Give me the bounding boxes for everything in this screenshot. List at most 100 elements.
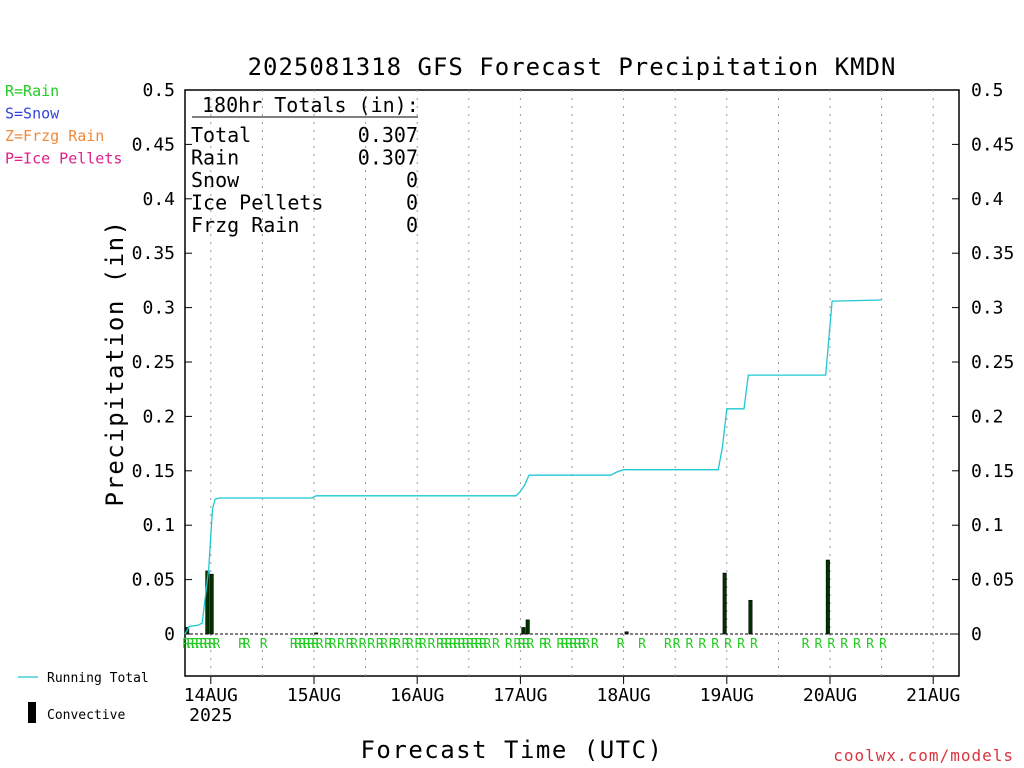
totals-row-label: Rain — [191, 146, 239, 170]
rain-marker: R — [561, 637, 569, 652]
y-tick-label-right: 0.05 — [971, 570, 1014, 591]
totals-row-label: Frzg Rain — [191, 213, 299, 237]
ptype-legend: R=Rain S=Snow Z=Frzg Rain P=Ice Pellets — [5, 82, 122, 168]
rain-marker: R — [294, 637, 302, 652]
totals-row-value: 0 — [406, 191, 418, 215]
totals-row-label: Total — [191, 123, 251, 147]
y-tick-label-right: 0.1 — [971, 515, 1004, 536]
legend-running-total-label: Running Total — [47, 671, 149, 686]
totals-row-label: Snow — [191, 168, 240, 192]
rain-marker: R — [260, 637, 268, 652]
totals-heading: 180hr Totals (in): — [202, 93, 419, 117]
rain-marker: R — [419, 637, 427, 652]
y-tick-label-right: 0.3 — [971, 298, 1004, 319]
rain-marker: R — [853, 637, 861, 652]
totals-row-value: 0.307 — [358, 146, 418, 170]
rain-marker: R — [208, 637, 216, 652]
y-tick-label-left: 0.15 — [132, 461, 175, 482]
y-tick-label-left: 0 — [164, 624, 175, 645]
y-tick-label-right: 0.5 — [971, 80, 1004, 101]
chart-title: 2025081318 GFS Forecast Precipitation KM… — [248, 53, 897, 81]
rain-marker: R — [569, 637, 577, 652]
rain-marker: R — [200, 637, 208, 652]
rain-marker: R — [866, 637, 874, 652]
rain-marker: R — [393, 637, 401, 652]
rain-marker: R — [307, 637, 315, 652]
rain-marker: R — [238, 637, 246, 652]
legend-convective-label: Convective — [47, 708, 125, 723]
rain-marker: R — [879, 637, 887, 652]
y-tick-label-right: 0.4 — [971, 189, 1004, 210]
convective-bar — [722, 572, 727, 635]
ptype-legend-item: R=Rain — [5, 82, 59, 100]
rain-marker: R — [311, 637, 319, 652]
x-tick-label: 20AUG — [803, 685, 857, 706]
gridlines — [210, 90, 934, 676]
y-tick-label-left: 0.25 — [132, 352, 175, 373]
totals-row-label: Ice Pellets — [191, 191, 323, 215]
ptype-legend-item: S=Snow — [5, 105, 60, 123]
rain-marker: R — [453, 637, 461, 652]
rain-marker: R — [827, 637, 835, 652]
rain-marker: R — [544, 637, 552, 652]
y-tick-label-left: 0.45 — [132, 134, 175, 155]
rain-marker: R — [458, 637, 466, 652]
y-tick-label-left: 0.4 — [142, 189, 175, 210]
rain-marker: R — [298, 637, 306, 652]
y-tick-label-right: 0 — [971, 624, 982, 645]
rain-marker: R — [346, 637, 354, 652]
rain-marker: R — [724, 637, 732, 652]
rain-marker: R — [513, 637, 521, 652]
x-tick-label: 18AUG — [597, 685, 651, 706]
ptype-legend-item: Z=Frzg Rain — [5, 127, 104, 145]
rain-marker: R — [840, 637, 848, 652]
rain-marker: R — [470, 637, 478, 652]
plot-frame — [184, 89, 960, 677]
rain-marker: R — [479, 637, 487, 652]
x-tick-label: 14AUG — [184, 685, 238, 706]
rain-marker: R — [522, 637, 530, 652]
y-axis-ticks: 0 00.05 0.050.1 0.10.15 0.150.2 0.20.25 0.250.… — [132, 80, 1015, 645]
rain-marker: R — [565, 637, 573, 652]
totals-row-value: 0 — [406, 168, 418, 192]
rain-marker: R — [750, 637, 758, 652]
convective-bar — [825, 559, 830, 635]
convective-bar — [748, 599, 753, 635]
ptype-legend-item: P=Ice Pellets — [5, 150, 122, 168]
rain-marker: R — [483, 637, 491, 652]
rain-marker: R — [578, 637, 586, 652]
rain-marker: R — [204, 637, 212, 652]
y-tick-label-left: 0.5 — [142, 80, 175, 101]
rain-marker: R — [380, 637, 388, 652]
rain-marker: R — [617, 637, 625, 652]
rain-marker: R — [492, 637, 500, 652]
rain-marker: R — [539, 637, 547, 652]
bottom-legend: Running Total Convective — [18, 671, 149, 723]
rain-marker: R — [337, 637, 345, 652]
totals-box: 180hr Totals (in): Total 0.307 Rain 0.307 Sn… — [191, 93, 419, 237]
rain-marker: R — [737, 637, 745, 652]
y-tick-label-left: 0.2 — [142, 406, 175, 427]
x-tick-label: 19AUG — [700, 685, 754, 706]
rain-marker: R — [466, 637, 474, 652]
convective-bar — [209, 573, 214, 635]
rain-marker: R — [290, 637, 298, 652]
rain-marker: R — [556, 637, 564, 652]
convective-bar — [525, 619, 530, 635]
rain-marker: R — [367, 637, 375, 652]
y-tick-label-left: 0.05 — [132, 570, 175, 591]
totals-row-value: 0.307 — [358, 123, 418, 147]
rain-marker: R — [582, 637, 590, 652]
rain-marker: R — [505, 637, 513, 652]
rain-marker: R — [698, 637, 706, 652]
rain-marker: R — [187, 637, 195, 652]
totals-row-value: 0 — [406, 213, 418, 237]
rain-marker: R — [711, 637, 719, 652]
y-axis-title: Precipitation (in) — [101, 219, 129, 506]
y-tick-label-right: 0.25 — [971, 352, 1014, 373]
x-tick-label: 21AUG — [906, 685, 960, 706]
rain-marker: R — [591, 637, 599, 652]
x-tick-label: 16AUG — [390, 685, 444, 706]
